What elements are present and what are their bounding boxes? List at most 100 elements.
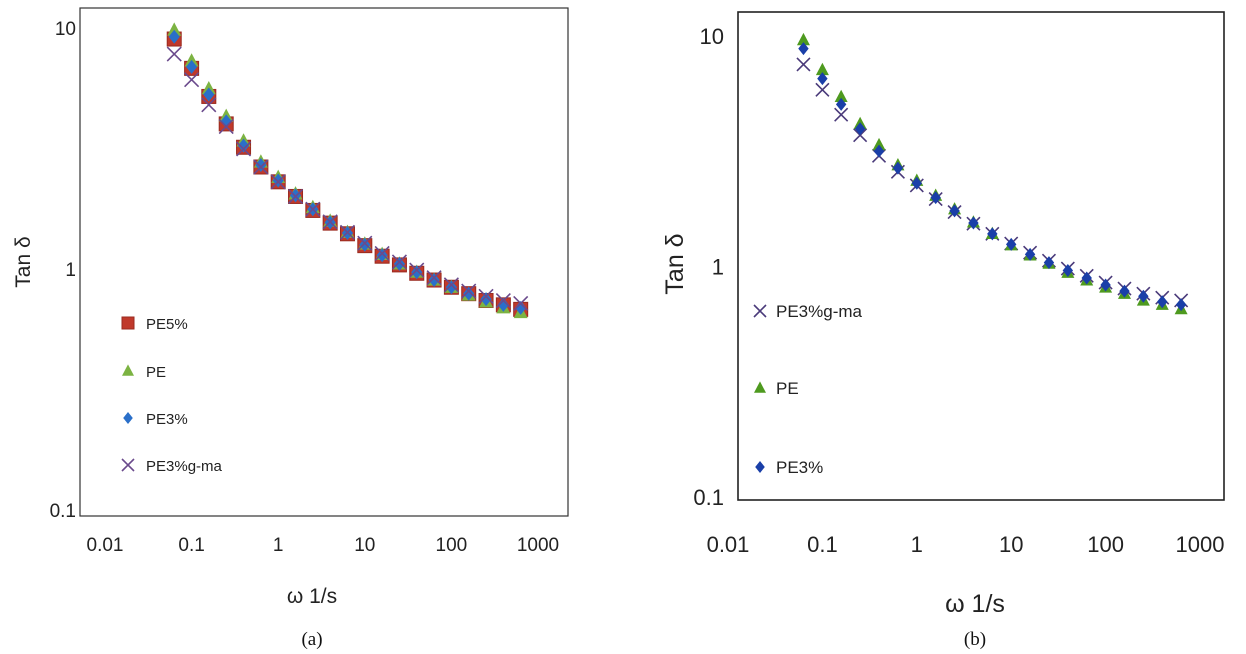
data-point: [872, 137, 886, 151]
x-tick-label: 0.01: [707, 532, 750, 557]
data-point: [796, 32, 810, 46]
data-point: [1024, 247, 1036, 261]
data-point: [480, 292, 492, 307]
y-tick-label: 1: [65, 260, 76, 281]
x-tick-label: 1: [273, 535, 284, 556]
plot-area-b: [737, 11, 1225, 501]
data-point: [255, 158, 267, 173]
y-axis-label-a: Tan δ: [12, 236, 35, 287]
data-point: [1119, 284, 1130, 298]
legend-marker: [755, 461, 765, 473]
data-point: [201, 97, 217, 113]
data-point: [376, 248, 388, 263]
tick-labels-a: 0.01 0.1 1 10 100 1000 0.1 1 10: [50, 19, 560, 556]
x-tick-label: 0.01: [87, 535, 124, 556]
data-point: [463, 286, 475, 301]
data-point: [374, 245, 390, 262]
data-point: [1100, 278, 1111, 292]
data-point: [796, 57, 811, 72]
legend-label: PE3%: [776, 458, 823, 477]
panel-caption-a: (a): [301, 629, 322, 650]
chart-marks-b: [796, 32, 1189, 315]
data-point: [817, 72, 828, 86]
data-point: [203, 87, 215, 102]
legend-b: PE3%g-ma PE PE3%: [753, 302, 863, 477]
legend-marker: [123, 412, 133, 424]
legend-item: PE5%: [121, 316, 188, 333]
data-point: [968, 216, 979, 230]
data-point: [184, 72, 200, 88]
y-tick-label: 0.1: [693, 485, 724, 510]
data-point: [854, 122, 866, 136]
chart-panel-a: 0.01 0.1 1 10 100 1000 0.1 1 10 PE5% PE PE3% PE3%g-…: [12, 7, 569, 650]
data-point: [515, 300, 527, 315]
data-point: [834, 89, 848, 103]
data-point: [497, 297, 509, 312]
chart-marks-a: [166, 22, 529, 319]
data-point: [815, 62, 829, 76]
data-point: [237, 138, 250, 153]
data-point: [1175, 298, 1187, 312]
x-tick-label: 0.1: [178, 535, 204, 556]
x-tick-label: 10: [354, 535, 375, 556]
data-point: [495, 292, 511, 309]
data-point: [305, 201, 321, 217]
chart-panel-b: 0.01 0.1 1 10 100 1000 0.1 1 10 PE3%g-ma PE PE3% ω…: [661, 11, 1225, 650]
data-point: [287, 188, 304, 205]
data-point: [411, 265, 423, 280]
y-tick-label: 1: [712, 255, 724, 280]
data-point: [1006, 237, 1017, 251]
x-tick-label: 100: [1087, 532, 1124, 557]
x-tick-label: 100: [436, 535, 468, 556]
legend-label: PE5%: [146, 316, 188, 333]
data-point: [1043, 256, 1055, 270]
data-point: [835, 97, 847, 111]
x-tick-label: 0.1: [807, 532, 838, 557]
data-point: [186, 59, 198, 74]
data-point: [873, 144, 885, 158]
data-point: [798, 42, 809, 56]
tick-labels-b: 0.01 0.1 1 10 100 1000 0.1 1 10: [693, 24, 1224, 557]
legend-label: PE: [146, 364, 166, 381]
legend-item: PE: [122, 364, 166, 381]
data-point: [428, 273, 440, 288]
legend-marker: [122, 364, 134, 376]
data-point: [911, 176, 922, 190]
data-point: [1081, 271, 1092, 285]
data-point: [987, 227, 998, 241]
legend-a: PE5% PE PE3% PE3%g-ma: [121, 316, 223, 475]
panel-caption-b: (b): [964, 629, 986, 650]
x-tick-label: 1: [911, 532, 923, 557]
legend-marker: [754, 381, 766, 393]
x-axis-label-b: ω 1/s: [945, 590, 1005, 618]
data-point: [253, 159, 269, 175]
legend-label: PE3%g-ma: [146, 458, 223, 475]
plot-area-a: [79, 7, 569, 517]
data-point: [1062, 264, 1074, 278]
legend-label: PE: [776, 379, 799, 398]
y-tick-label: 0.1: [50, 501, 76, 522]
legend-marker: [121, 458, 135, 472]
series-pe3-: [798, 42, 1187, 312]
y-tick-label: 10: [700, 24, 724, 49]
legend-marker: [753, 304, 767, 318]
data-point: [513, 295, 529, 311]
series-pe3-g-ma: [166, 46, 529, 311]
legend-item: PE3%: [123, 411, 188, 428]
data-point: [339, 224, 356, 240]
legend-item: PE3%: [755, 458, 823, 477]
data-point: [443, 277, 459, 293]
data-point: [1157, 295, 1168, 309]
data-point: [235, 141, 252, 157]
x-axis-label-a: ω 1/s: [287, 585, 337, 608]
data-point: [393, 256, 406, 271]
data-point: [168, 29, 180, 44]
data-point: [357, 235, 373, 251]
y-tick-label: 10: [55, 19, 76, 40]
data-point: [409, 262, 425, 278]
legend-label: PE3%: [146, 411, 188, 428]
data-point: [892, 161, 904, 175]
data-point: [391, 254, 408, 270]
y-axis-label-b: Tan δ: [661, 233, 689, 294]
